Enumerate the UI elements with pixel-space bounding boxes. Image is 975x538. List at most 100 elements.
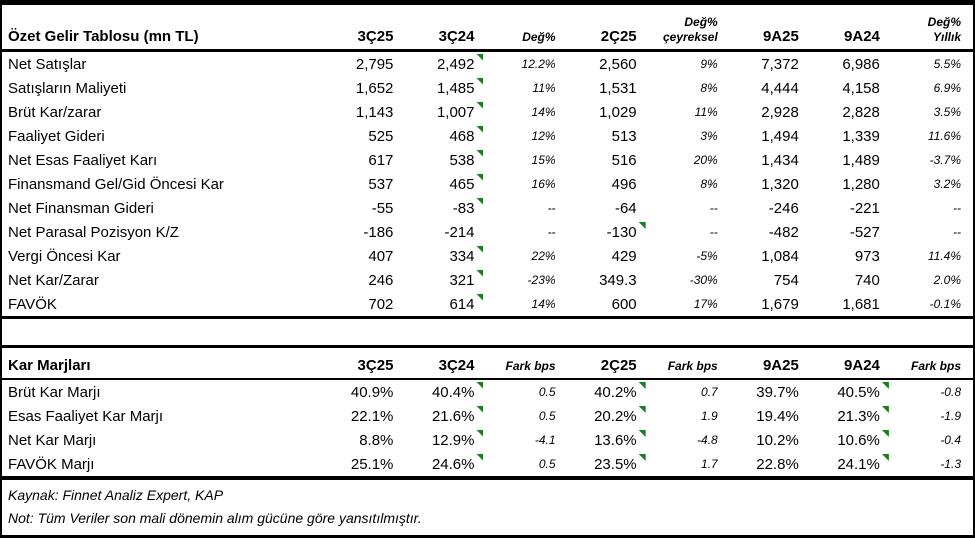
value-cell: -64 bbox=[568, 196, 649, 220]
value-text: 1,681 bbox=[842, 295, 880, 313]
value-text: 12.9% bbox=[431, 431, 475, 449]
value-cell: 1,339 bbox=[811, 124, 892, 148]
value-text: 5.5% bbox=[933, 57, 961, 71]
value-text: 1,652 bbox=[355, 79, 394, 97]
column-header: 9A25 bbox=[762, 357, 799, 374]
value-text: 13.6% bbox=[594, 431, 637, 449]
value-cell: 1,007 bbox=[405, 100, 486, 124]
value-text: 740 bbox=[854, 271, 880, 289]
value-text: 349.3 bbox=[599, 271, 637, 289]
change-flag-triangle-icon bbox=[881, 382, 889, 389]
value-cell: 12.2% bbox=[486, 51, 567, 77]
change-flag-triangle-icon bbox=[476, 174, 484, 181]
value-cell: 617 bbox=[324, 148, 405, 172]
value-cell: 973 bbox=[811, 244, 892, 268]
value-cell: 14% bbox=[486, 100, 567, 124]
header-row: Kar Marjları 3Ç25 3Ç24 Fark bps 2Ç25 Fark bps… bbox=[2, 347, 973, 379]
value-text: 1,029 bbox=[599, 103, 637, 121]
value-cell: 6.9% bbox=[892, 76, 973, 100]
value-cell: 12% bbox=[486, 124, 567, 148]
value-text: 7,372 bbox=[761, 55, 799, 73]
value-text: 22% bbox=[531, 249, 556, 263]
column-header: Değ% çeyreksel bbox=[649, 5, 730, 51]
profit-margins-table: Kar Marjları 3Ç25 3Ç24 Fark bps 2Ç25 Fark bps… bbox=[2, 345, 973, 480]
value-text: 2.0% bbox=[933, 273, 961, 287]
value-cell: 3.2% bbox=[892, 172, 973, 196]
value-cell: 1,280 bbox=[811, 172, 892, 196]
value-cell: 1,084 bbox=[730, 244, 811, 268]
table-row: Faaliyet Gideri 525 468 12% 513 3% 1,494 1,339 1… bbox=[2, 124, 973, 148]
value-cell: 14% bbox=[486, 292, 567, 318]
value-cell: -1.3 bbox=[892, 452, 973, 478]
value-cell: 10.2% bbox=[730, 428, 811, 452]
change-flag-triangle-icon bbox=[476, 246, 484, 253]
value-text: 16% bbox=[531, 177, 556, 191]
value-cell: 39.7% bbox=[730, 379, 811, 404]
value-text: -- bbox=[709, 225, 718, 239]
value-cell: -246 bbox=[730, 196, 811, 220]
value-text: -5% bbox=[696, 249, 718, 263]
value-text: 407 bbox=[368, 247, 394, 265]
value-cell: -23% bbox=[486, 268, 567, 292]
table-row: Brüt Kar/zarar 1,143 1,007 14% 1,029 11% 2,928… bbox=[2, 100, 973, 124]
value-text: 246 bbox=[368, 271, 394, 289]
row-label: Esas Faaliyet Kar Marjı bbox=[8, 407, 164, 425]
value-text: 4,444 bbox=[761, 79, 799, 97]
value-text: 1.7 bbox=[701, 457, 718, 471]
value-text: 0.5 bbox=[538, 457, 556, 471]
table-row: Net Esas Faaliyet Karı 617 538 15% 516 20% 1,4… bbox=[2, 148, 973, 172]
value-cell: 1,652 bbox=[324, 76, 405, 100]
value-text: 2,828 bbox=[842, 103, 880, 121]
table-row: Esas Faaliyet Kar Marjı 22.1% 21.6% 0.5 20.2… bbox=[2, 404, 973, 428]
value-text: 2,928 bbox=[761, 103, 799, 121]
change-flag-triangle-icon bbox=[476, 78, 484, 85]
value-cell: -30% bbox=[649, 268, 730, 292]
value-text: -0.4 bbox=[940, 433, 961, 447]
income-statement-table: Özet Gelir Tablosu (mn TL) 3Ç25 3Ç24 Değ% 2Ç… bbox=[2, 5, 973, 319]
value-text: 40.9% bbox=[350, 383, 394, 401]
row-label: Net Parasal Pozisyon K/Z bbox=[8, 223, 179, 241]
value-text: 1,007 bbox=[436, 103, 475, 121]
change-flag-triangle-icon bbox=[476, 126, 484, 133]
value-text: -83 bbox=[452, 199, 475, 217]
value-text: 3.2% bbox=[933, 177, 961, 191]
column-header: 3Ç24 bbox=[438, 357, 475, 374]
value-text: -- bbox=[953, 225, 961, 239]
value-text: -64 bbox=[614, 199, 637, 217]
value-cell: 1.9 bbox=[649, 404, 730, 428]
value-text: 17% bbox=[693, 297, 718, 311]
table-row: Vergi Öncesi Kar 407 334 22% 429 -5% 1,084 973 1… bbox=[2, 244, 973, 268]
value-cell: 21.6% bbox=[405, 404, 486, 428]
value-text: 1,485 bbox=[436, 79, 475, 97]
footer-notes: Kaynak: Finnet Analiz Expert, KAP Not: T… bbox=[2, 480, 973, 530]
value-cell: 2,795 bbox=[324, 51, 405, 77]
value-cell: -- bbox=[486, 220, 567, 244]
value-cell: 16% bbox=[486, 172, 567, 196]
value-text: 1,494 bbox=[761, 127, 799, 145]
value-cell: 11% bbox=[486, 76, 567, 100]
value-cell: 349.3 bbox=[568, 268, 649, 292]
value-text: 3% bbox=[700, 129, 718, 143]
value-text: 11.4% bbox=[927, 249, 961, 263]
value-text: 21.6% bbox=[431, 407, 475, 425]
value-text: -23% bbox=[527, 273, 556, 287]
change-flag-triangle-icon bbox=[638, 382, 646, 389]
value-text: 20.2% bbox=[594, 407, 637, 425]
value-cell: -55 bbox=[324, 196, 405, 220]
change-flag-triangle-icon bbox=[476, 430, 484, 437]
value-text: -- bbox=[547, 225, 556, 239]
column-header: Fark bps bbox=[910, 359, 961, 373]
value-text: 40.5% bbox=[837, 383, 880, 401]
value-text: 8% bbox=[700, 177, 718, 191]
value-text: 3.5% bbox=[933, 105, 961, 119]
value-cell: 740 bbox=[811, 268, 892, 292]
value-cell: 8% bbox=[649, 76, 730, 100]
value-text: 40.4% bbox=[431, 383, 475, 401]
change-flag-triangle-icon bbox=[476, 270, 484, 277]
value-cell: 754 bbox=[730, 268, 811, 292]
change-flag-triangle-icon bbox=[476, 294, 484, 301]
value-text: 23.5% bbox=[594, 455, 637, 473]
value-text: 321 bbox=[449, 271, 475, 289]
value-cell: 20.2% bbox=[568, 404, 649, 428]
value-text: 973 bbox=[854, 247, 880, 265]
